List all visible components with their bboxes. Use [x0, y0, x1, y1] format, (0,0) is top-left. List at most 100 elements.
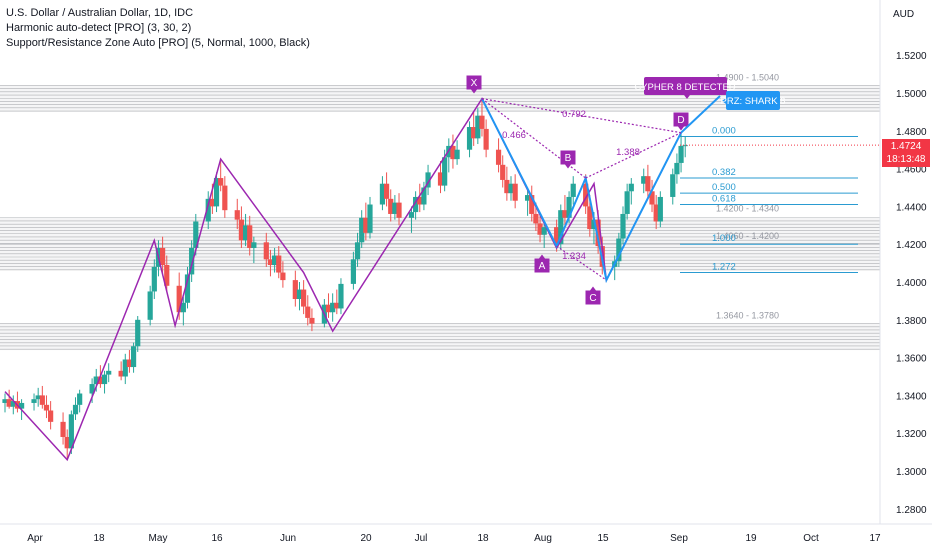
harmonic-indicator-label[interactable]: Harmonic auto-detect [PRO] (3, 30, 2) [6, 22, 192, 34]
candle-body [106, 370, 112, 375]
x-tick-label: Sep [670, 533, 688, 544]
candle-body [101, 374, 108, 385]
candle-body [93, 376, 99, 385]
candle-body [479, 115, 485, 129]
candle-body [68, 414, 74, 449]
candle-body [77, 393, 83, 405]
candle-body [670, 174, 676, 197]
candle-body [500, 164, 506, 180]
candle-body [247, 225, 253, 248]
candle-body [537, 223, 543, 235]
x-tick-label: Jul [415, 533, 428, 544]
candle-body [18, 402, 25, 409]
candle-body [126, 359, 133, 368]
candle-body [628, 183, 634, 192]
cypher-badge[interactable] [644, 77, 727, 95]
x-tick-label: 15 [597, 533, 609, 544]
candle-body [280, 272, 286, 281]
candle-body [325, 304, 332, 313]
candle-body [442, 157, 448, 186]
candle-body [379, 183, 386, 205]
candle-body [591, 219, 597, 230]
candle-body [674, 162, 680, 175]
candle-body [645, 176, 651, 192]
pattern-point-badge [673, 112, 689, 131]
candle-body [31, 399, 37, 403]
ratio-label: 1.388 [616, 147, 640, 158]
y-tick-label: 1.3800 [896, 316, 927, 327]
candle-body [205, 198, 211, 222]
sr-zone-label: 1.4900 - 1.5040 [716, 72, 779, 82]
pattern-point-badge [560, 150, 576, 169]
candle-body [566, 196, 572, 218]
candle-body [242, 225, 249, 241]
candle-body [471, 127, 477, 139]
candle-body [122, 359, 128, 377]
candle-body [350, 259, 356, 284]
candle-body [193, 221, 199, 248]
candle-body [60, 421, 66, 437]
candle-body [682, 145, 688, 147]
candle-body [218, 178, 224, 186]
prz-badge-pointer [722, 98, 726, 104]
candle-body [508, 183, 514, 194]
y-tick-label: 1.3600 [896, 354, 927, 365]
candle-body [130, 346, 137, 368]
sr-indicator-label[interactable]: Support/Resistance Zone Auto [PRO] (5, N… [6, 37, 310, 49]
candle-body [97, 376, 103, 385]
prz-badge[interactable] [726, 91, 780, 110]
candle-body [495, 149, 502, 165]
candle-body [238, 219, 245, 241]
y-tick-label: 1.4400 [896, 202, 927, 213]
sr-zone-label: 1.4060 - 1.4200 [716, 231, 779, 241]
pattern-point-badge [534, 254, 550, 273]
candle-body [437, 172, 444, 186]
candle-body [558, 210, 564, 245]
candle-body [209, 198, 215, 207]
candle-body [271, 255, 278, 265]
ratio-label: 0.792 [562, 109, 586, 120]
x-tick-label: Jun [280, 533, 296, 544]
symbol-title: U.S. Dollar / Australian Dollar, 1D, IDC [6, 7, 194, 19]
y-tick-label: 1.4200 [896, 240, 927, 251]
pattern-point-label: C [589, 293, 596, 304]
fib-level-label: 0.500 [712, 182, 736, 193]
y-tick-label: 1.2800 [896, 505, 927, 516]
x-tick-label: 20 [360, 533, 372, 544]
candle-body [504, 179, 510, 194]
fib-level-label: 0.618 [712, 194, 736, 205]
last-price-value: 1.4724 [890, 141, 922, 152]
y-tick-label: 1.3000 [896, 467, 927, 478]
last-price-tag: 1.4724 18:13:48 [882, 139, 930, 167]
candle-body [338, 283, 344, 309]
candle-body [151, 266, 157, 292]
candle-body [222, 185, 228, 211]
candle-body [512, 183, 518, 201]
candle-body [421, 187, 427, 205]
candle-body [653, 204, 659, 222]
candle-body [2, 399, 8, 403]
candle-body [624, 191, 630, 214]
candle-body [616, 238, 622, 262]
candle-body [234, 210, 240, 220]
bar-countdown: 18:13:48 [886, 154, 926, 165]
candle-body [89, 384, 95, 394]
candle-body [363, 217, 369, 233]
sr-zone-band [0, 217, 880, 245]
candle-body [251, 242, 257, 248]
pattern-point-label: D [677, 115, 684, 126]
candle-body [276, 255, 282, 273]
candle-body [541, 227, 547, 235]
fib-level-label: 1.000 [712, 233, 736, 244]
candle-body [64, 436, 70, 449]
candle-body [587, 206, 593, 230]
fib-level-label: 0.000 [712, 125, 736, 136]
chart-legend: U.S. Dollar / Australian Dollar, 1D, IDC… [6, 6, 310, 51]
ratio-label: 0.466 [502, 130, 526, 141]
candle-body [72, 404, 79, 415]
sr-zone-label: 1.4200 - 1.4340 [716, 204, 779, 214]
candle-body [483, 128, 489, 150]
x-tick-label: Aug [534, 533, 552, 544]
candle-body [450, 145, 456, 160]
